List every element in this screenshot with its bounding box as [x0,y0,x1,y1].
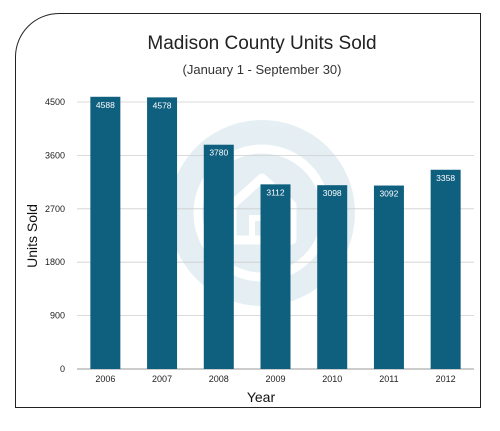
y-tick-label: 1800 [45,257,65,267]
x-tick-label: 2011 [379,374,398,384]
x-tick-label: 2010 [322,374,342,384]
bar [260,184,291,369]
bar-value-label: 4588 [96,100,115,110]
y-tick-label: 0 [60,364,65,374]
bar-value-label: 3358 [436,173,455,183]
y-tick-label: 900 [50,311,65,321]
bar-value-label: 3112 [266,187,285,197]
x-tick-label: 2006 [95,374,115,384]
bar-value-label: 3092 [379,189,398,199]
bar-value-label: 3098 [323,188,342,198]
x-tick-label: 2008 [209,374,229,384]
x-tick-label: 2007 [152,374,172,384]
y-axis-title: Units Sold [24,204,40,268]
x-tick-label: 2012 [436,374,456,384]
y-tick-label: 4500 [45,97,65,107]
y-tick-label: 3600 [45,150,65,160]
y-tick-label: 2700 [45,204,65,214]
bar [373,185,404,369]
x-axis-title: Year [247,389,276,405]
bar [430,169,461,369]
bar-value-label: 4578 [153,100,172,110]
bar [203,144,234,369]
x-tick-label: 2009 [265,374,285,384]
bar [317,185,348,369]
bar-value-label: 3780 [209,148,228,158]
bar [90,96,121,370]
chart-title: Madison County Units Sold [147,33,376,54]
bar [147,97,178,369]
chart-subtitle: (January 1 - September 30) [183,62,342,77]
